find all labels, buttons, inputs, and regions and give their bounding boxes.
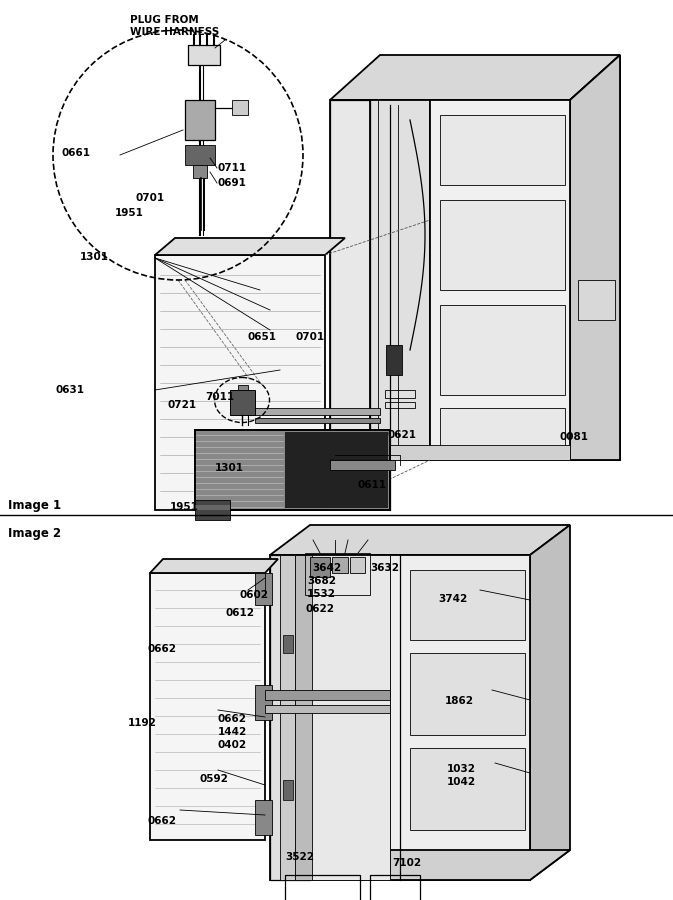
Polygon shape <box>530 525 570 880</box>
Text: 0701: 0701 <box>295 332 324 342</box>
Polygon shape <box>155 255 325 510</box>
Polygon shape <box>330 55 620 100</box>
Polygon shape <box>310 557 330 577</box>
Text: 0651: 0651 <box>248 332 277 342</box>
Text: 1532: 1532 <box>307 589 336 599</box>
Text: 1192: 1192 <box>128 718 157 728</box>
Text: 0662: 0662 <box>218 714 247 724</box>
Polygon shape <box>285 432 388 508</box>
Text: 1032: 1032 <box>447 764 476 774</box>
Text: 1301: 1301 <box>215 463 244 473</box>
Polygon shape <box>440 200 565 290</box>
Polygon shape <box>330 100 370 460</box>
Text: PLUG FROM
WIRE HARNESS: PLUG FROM WIRE HARNESS <box>130 15 219 37</box>
Polygon shape <box>185 145 215 165</box>
Text: 1862: 1862 <box>445 696 474 706</box>
Polygon shape <box>410 653 525 735</box>
Text: Image 1: Image 1 <box>8 499 61 512</box>
Text: 3742: 3742 <box>438 594 467 604</box>
Text: 1301: 1301 <box>80 252 109 262</box>
Text: 0662: 0662 <box>148 816 177 826</box>
Text: 0081: 0081 <box>560 432 589 442</box>
Polygon shape <box>270 555 390 880</box>
Polygon shape <box>270 555 530 880</box>
Polygon shape <box>195 430 390 510</box>
Polygon shape <box>195 500 230 520</box>
Text: 0402: 0402 <box>218 740 247 750</box>
Polygon shape <box>255 573 272 605</box>
Polygon shape <box>332 557 348 573</box>
Polygon shape <box>410 748 525 830</box>
Polygon shape <box>440 305 565 395</box>
Polygon shape <box>255 685 272 720</box>
Text: 0612: 0612 <box>226 608 255 618</box>
Text: 3682: 3682 <box>307 576 336 586</box>
Text: 0621: 0621 <box>388 430 417 440</box>
Polygon shape <box>150 559 278 573</box>
Polygon shape <box>578 280 615 320</box>
Text: 0622: 0622 <box>305 604 334 614</box>
Polygon shape <box>330 445 570 460</box>
Polygon shape <box>570 55 620 460</box>
Polygon shape <box>440 115 565 185</box>
Text: 0661: 0661 <box>62 148 91 158</box>
Polygon shape <box>380 55 620 62</box>
Polygon shape <box>270 555 310 880</box>
Text: 7102: 7102 <box>392 858 421 868</box>
Polygon shape <box>150 573 265 840</box>
Polygon shape <box>350 557 365 573</box>
Text: 0721: 0721 <box>168 400 197 410</box>
Polygon shape <box>232 100 248 115</box>
Polygon shape <box>410 570 525 640</box>
Text: 0662: 0662 <box>148 644 177 654</box>
Text: 1951: 1951 <box>115 208 144 218</box>
Polygon shape <box>330 100 430 460</box>
Polygon shape <box>255 408 380 415</box>
Polygon shape <box>440 408 565 450</box>
Text: 3522: 3522 <box>285 852 314 862</box>
Text: 0711: 0711 <box>218 163 247 173</box>
Polygon shape <box>188 45 220 65</box>
Polygon shape <box>280 555 295 880</box>
Polygon shape <box>295 555 312 880</box>
Text: 1951: 1951 <box>170 502 199 512</box>
Text: 1042: 1042 <box>447 777 476 787</box>
Polygon shape <box>195 505 230 510</box>
Polygon shape <box>283 635 293 653</box>
Text: 3632: 3632 <box>370 563 399 573</box>
Polygon shape <box>155 238 345 255</box>
Text: 7011: 7011 <box>205 392 234 402</box>
Text: 0631: 0631 <box>55 385 84 395</box>
Polygon shape <box>230 390 255 415</box>
Polygon shape <box>283 780 293 800</box>
Polygon shape <box>193 165 207 178</box>
Text: 1442: 1442 <box>218 727 247 737</box>
Text: 0691: 0691 <box>218 178 247 188</box>
Polygon shape <box>270 850 570 880</box>
Polygon shape <box>330 460 395 470</box>
Polygon shape <box>570 55 620 460</box>
Text: 0611: 0611 <box>358 480 387 490</box>
Polygon shape <box>430 100 570 460</box>
Polygon shape <box>185 100 215 140</box>
Polygon shape <box>386 345 402 375</box>
Text: 3642: 3642 <box>312 563 341 573</box>
Text: 0602: 0602 <box>240 590 269 600</box>
Polygon shape <box>265 690 390 700</box>
Polygon shape <box>265 705 390 713</box>
Polygon shape <box>255 418 380 423</box>
Polygon shape <box>255 800 272 835</box>
Text: Image 2: Image 2 <box>8 527 61 540</box>
Polygon shape <box>270 525 570 555</box>
Polygon shape <box>238 385 248 390</box>
Text: 0701: 0701 <box>135 193 164 203</box>
Text: 0592: 0592 <box>200 774 229 784</box>
